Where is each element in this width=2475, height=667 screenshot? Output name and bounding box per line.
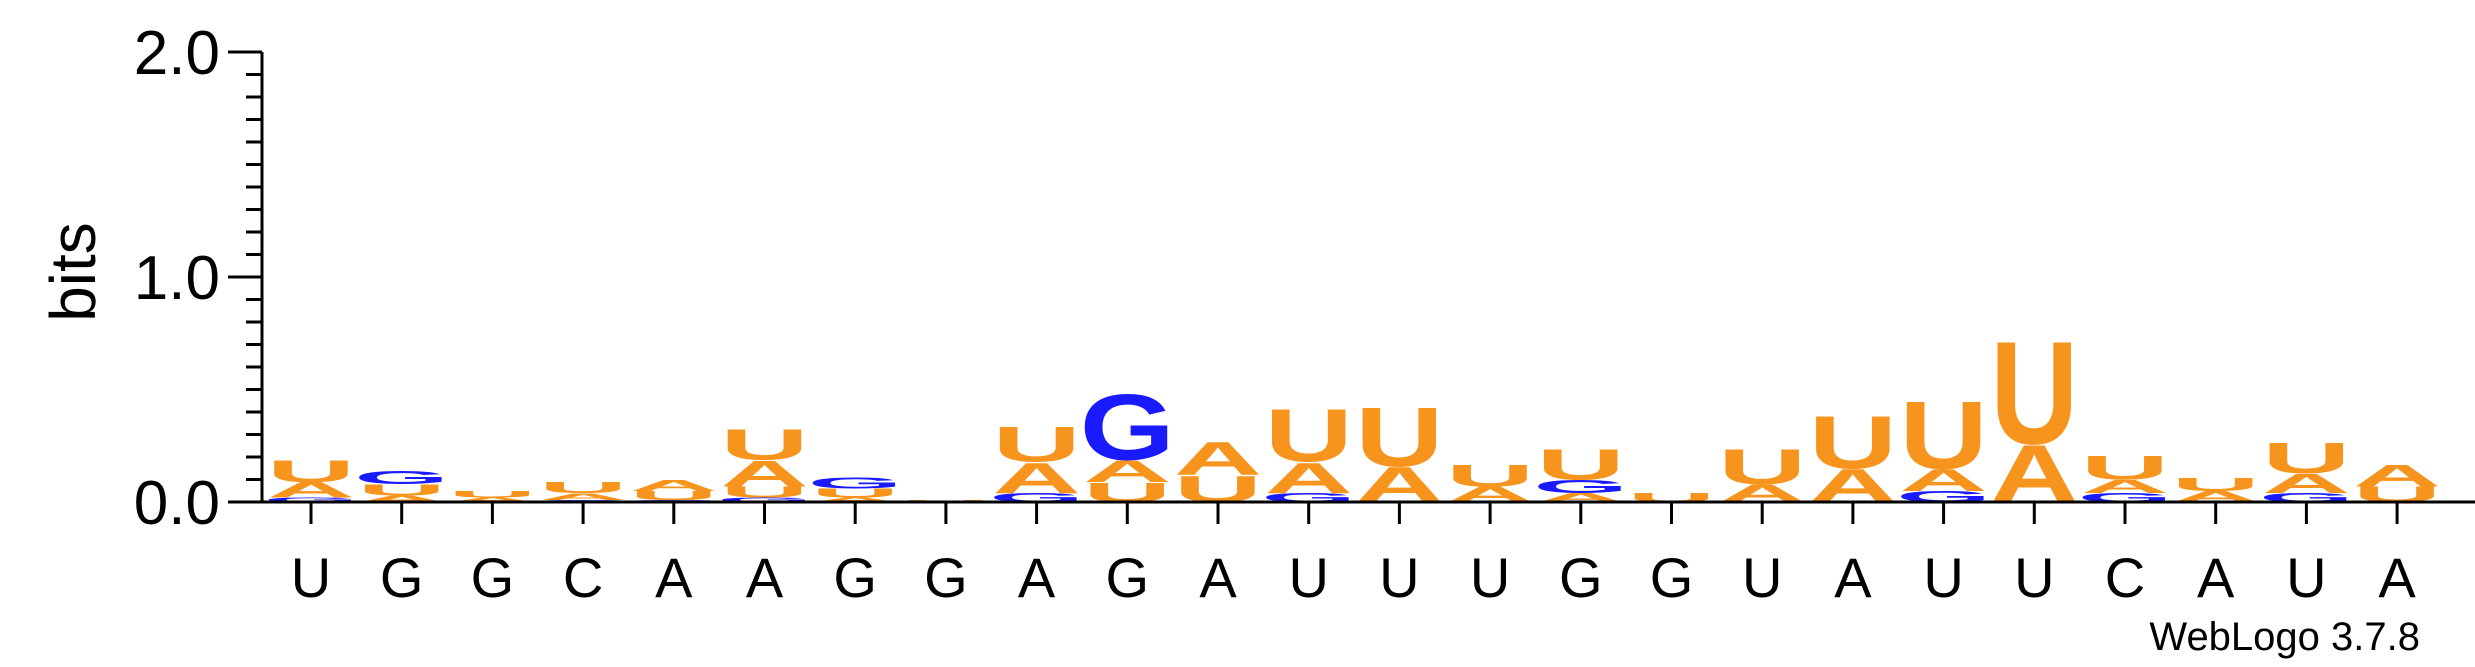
x-tick-label: U [2286,546,2326,609]
logo-letter-U: U [811,486,899,500]
logo-column: AUG [808,475,903,504]
logo-axes: 0.01.02.0U G G C A A G G A G A U U U G G U A U U C A U A [134,19,2475,609]
logo-column: GAU [1896,381,1991,505]
logo-column: UA [1174,432,1262,510]
y-tick-label: 0.0 [134,469,220,538]
x-tick-label: G [924,546,968,609]
logo-column: GAU [989,416,1084,505]
logo-letter-A: A [358,494,446,504]
logo-column: GAU [536,479,631,503]
logo-letter-G: G [263,496,358,503]
logo-letter-U: U [2172,474,2260,495]
logo-stacks: GAUAUGAUGAUGUAGUAUAUGUGAUUAGUAGAUAUAUAGU… [263,311,2441,519]
logo-letter-U: U [2262,434,2350,483]
x-tick-label: U [1288,546,1328,609]
logo-column: AU [1990,311,2078,519]
logo-letter-U: U [992,416,1080,472]
logo-column: AGU [1533,440,1628,504]
logo-letter-A: A [992,454,1080,503]
logo-column: AU [448,489,536,503]
logo-letter-U: U [630,489,718,503]
logo-column: UAG [1080,375,1175,508]
x-tick-label: G [1650,546,1694,609]
weblogo-credit: WebLogo 3.7.8 [2149,615,2420,659]
logo-column: GAU [1261,394,1356,505]
logo-letter-G: G [1080,375,1175,480]
logo-column: GAU [2259,434,2354,505]
x-tick-label: A [2197,546,2235,609]
logo-letter-U: U [1990,311,2078,475]
logo-letter-A: A [539,491,627,501]
x-tick-label: A [1018,546,1056,609]
x-tick-label: U [1379,546,1419,609]
logo-letter-U: U [1718,438,1806,494]
logo-letter-U: U [1537,440,1625,489]
logo-letter-U: U [267,453,355,488]
logo-letter-U: U [1265,394,1353,478]
x-tick-label: G [1106,546,1150,609]
x-tick-label: U [1923,546,1963,609]
logo-letter-A: A [811,496,899,503]
logo-column: AU [1718,438,1806,507]
logo-letter-A: A [2353,458,2441,493]
logo-column: AU [1809,401,1897,512]
logo-letter-G: G [808,475,903,492]
logo-letter-U: U [448,489,536,499]
logo-letter-G: G [1533,476,1628,497]
logo-letter-U: U [720,484,808,501]
x-tick-label: U [2014,546,2054,609]
logo-letter-A: A [1899,462,1987,497]
y-tick-label: 2.0 [134,19,220,88]
logo-letter-A: A [2262,468,2350,499]
logo-letter-A: A [2081,476,2169,497]
logo-letter-U: U [2081,449,2169,487]
logo-column: AU [1446,458,1534,507]
logo-letter-G: G [354,467,449,488]
logo-letter-G: G [717,496,812,503]
x-tick-label: G [380,546,424,609]
logo-column: GUA [626,477,721,503]
logo-letter-U: U [720,420,808,469]
x-tick-label: G [1559,546,1603,609]
logo-letter-U: U [1446,458,1534,493]
logo-letter-A: A [720,453,808,495]
x-tick-label: U [1742,546,1782,609]
logo-letter-U: U [539,479,627,496]
x-tick-label: A [1834,546,1872,609]
x-tick-label: C [563,546,603,609]
x-tick-label: A [2378,546,2416,609]
logo-letter-A: A [1174,432,1262,485]
y-axis-label: bits [37,222,109,322]
logo-letter-A: A [448,496,536,503]
logo-letter-U: U [1899,381,1987,489]
x-tick-label: A [746,546,784,609]
logo-letter-U: U [1355,390,1443,484]
logo-letter-U: U [1809,401,1897,485]
x-tick-label: U [1470,546,1510,609]
logo-column: GAU [2077,449,2172,505]
x-tick-label: G [833,546,877,609]
logo-column: GAU [263,453,358,503]
x-tick-label: A [655,546,693,609]
logo-letter-A: A [267,478,355,502]
x-tick-label: U [291,546,331,609]
logo-column: AUG [354,467,449,504]
y-tick-label: 1.0 [134,244,220,313]
logo-letter-A: A [1265,454,1353,503]
logo-letter-A: A [1083,453,1171,488]
x-tick-label: A [1199,546,1237,609]
logo-column: AU [1355,390,1443,512]
logo-letter-U: U [358,481,446,498]
x-tick-label: C [2105,546,2145,609]
logo-letter-A: A [630,477,718,494]
logo-column: UA [2353,458,2441,507]
x-tick-label: G [471,546,515,609]
